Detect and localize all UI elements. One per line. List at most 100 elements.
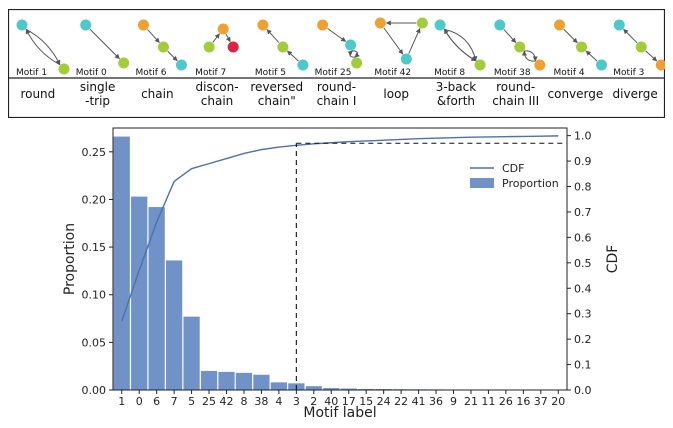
legend-proportion-label: Proportion [502,177,559,190]
legend-cdf-label: CDF [502,162,524,175]
motif-name-line: round- [317,80,356,94]
motif-name-line: single [80,80,116,94]
motif-edge [25,28,61,66]
motif-node [80,19,92,31]
motif-node [635,41,647,53]
motif-edge [585,50,598,62]
motif-edge [503,29,517,43]
motif-node [613,19,625,31]
bar-1 [113,136,130,390]
motif-name: round-chain III [492,80,539,108]
motif-name: loop [383,87,409,101]
y2-tick-label: 0.7 [574,206,592,219]
motif-node [576,41,588,53]
y-axis-label: Proportion [62,223,78,295]
motif-name-line: round- [496,80,535,94]
motif-name: discon-chain [196,80,239,108]
motif-name: 3-back &forth [436,80,477,108]
motif-node [317,19,329,31]
x-tick-label: 26 [499,395,513,408]
motif-node [137,19,149,31]
motif-edge [347,50,355,58]
x-tick-label: 21 [464,395,478,408]
motif-node [374,17,386,29]
motif-name-line: &forth [437,94,475,108]
x-tick-label: 1 [118,395,125,408]
motif-node [554,19,566,31]
y2-tick-label: 0.5 [574,257,592,270]
x-tick-label: 8 [240,395,247,408]
bar-0 [131,196,148,390]
motif-node [297,59,309,71]
motif-code: Motif 0 [76,68,107,78]
x-tick-label: 38 [254,395,268,408]
y2-tick-label: 0.2 [574,333,592,346]
motif-cell: Motif 8 [434,19,486,78]
motif-node [494,19,506,31]
motif-edge [521,50,536,62]
motif-code: Motif 3 [613,68,644,78]
motif-node [655,59,665,71]
y2-tick-label: 0.6 [574,231,592,244]
motif-code: Motif 7 [195,68,226,78]
x-axis-label: Motif label [303,405,376,421]
x-tick-label: 5 [188,395,195,408]
y2-tick-label: 0.4 [574,282,592,295]
motif-node [434,19,446,31]
motif-name: chain [141,87,174,101]
motif-cell: Motif 6 [135,19,187,78]
bar-38 [253,374,270,390]
motif-code: Motif 5 [255,68,286,78]
legend: CDF Proportion [470,162,559,190]
motif-name-line: reversed [250,80,303,94]
motif-edge [443,28,477,62]
motif-edge [352,50,360,58]
y2-tick-label: 0.0 [574,384,592,397]
motif-name-line: chain I [317,94,357,108]
motif-node [400,53,412,65]
motif-edge [443,28,477,62]
motif-name-line: converge [548,87,604,101]
x-tick-label: 2 [310,395,317,408]
bar-17 [340,388,357,390]
motif-edge [147,29,160,43]
y2-axis-label: CDF [605,245,621,274]
motif-name-line: loop [383,87,409,101]
motif-code: Motif 8 [434,68,465,78]
motif-name: round-chain I [317,80,357,108]
motif-edge [286,50,299,62]
motif-name-line: round [20,87,55,101]
motif-node [596,59,608,71]
motif-node [277,41,289,53]
motif-edge [408,28,421,54]
motif-cell: Motif 25 [315,19,363,78]
bar-2 [305,386,322,390]
bar-7 [165,260,183,390]
motif-node [58,63,70,75]
motif-name: round [20,87,55,101]
motif-name-line: -trip [85,94,110,108]
motif-edge [225,34,231,43]
motif-edge [623,28,638,44]
x-tick-label: 7 [171,395,178,408]
motif-edge [167,50,178,62]
y-tick-label: 0.00 [82,384,107,397]
motif-edge [444,28,478,62]
motif-edge [645,50,658,62]
y-tick-label: 0.10 [82,289,107,302]
motif-cell: Motif 1 [16,19,70,78]
motif-name-line: discon- [196,80,239,94]
motif-node [175,59,187,71]
motif-name-line: chain III [492,94,539,108]
motif-name-line: chain" [258,94,296,108]
x-tick-label: 37 [534,395,548,408]
motif-edge [563,28,578,44]
y-tick-label: 0.25 [82,146,107,159]
motif-code: Motif 25 [315,68,352,78]
x-tick-label: 22 [394,395,408,408]
motif-node [514,41,526,53]
motif-edge [383,27,404,55]
motif-code: Motif 4 [554,68,585,78]
y-tick-label: 0.20 [82,193,107,206]
motif-name: reversed chain" [250,80,303,108]
